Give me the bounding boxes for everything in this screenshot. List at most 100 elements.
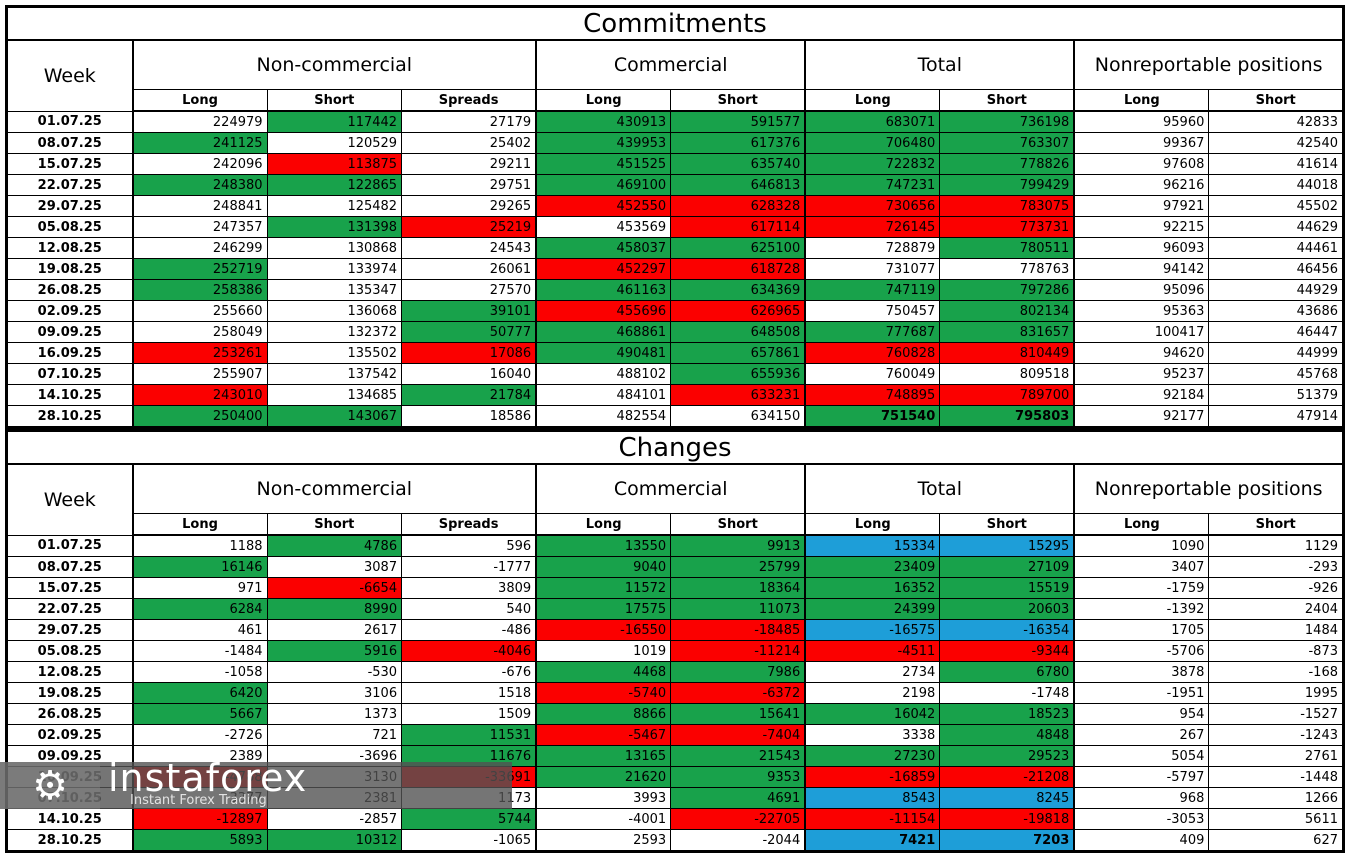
table-cell: 29523 <box>939 745 1075 767</box>
table-row: 29.07.25 248841 125482 29265 452550 628328 730… <box>6 195 1344 217</box>
table-cell: 15334 <box>804 534 941 557</box>
table-cell: 747119 <box>804 279 941 301</box>
table-cell: 39101 <box>401 300 537 322</box>
table-cell: 16040 <box>401 363 537 385</box>
week-cell: 14.10.25 <box>6 384 133 406</box>
table-cell: 954 <box>1073 703 1210 725</box>
week-column-header: Week <box>6 463 133 536</box>
table-cell: 540 <box>401 598 537 620</box>
week-cell: 29.07.25 <box>6 619 133 641</box>
week-cell: 02.09.25 <box>6 724 133 746</box>
table-cell: 721 <box>266 724 403 746</box>
table-cell: -12897 <box>131 808 268 830</box>
week-cell: 12.08.25 <box>6 661 133 683</box>
table-cell: 255660 <box>131 300 268 322</box>
table-row: 01.07.25 1188 4786 596 13550 9913 15334 15295 10… <box>6 534 1344 557</box>
table-cell: 26061 <box>401 258 537 280</box>
table-cell: -19818 <box>939 808 1075 830</box>
table-cell: 47914 <box>1208 405 1344 428</box>
group-header: Total <box>804 463 1075 514</box>
table-cell: 96093 <box>1073 237 1210 259</box>
table-cell: 591577 <box>670 110 806 133</box>
table-cell: 24399 <box>804 598 941 620</box>
table-cell: 27179 <box>401 110 537 133</box>
group-header: Commercial <box>535 39 806 90</box>
table-cell: 736198 <box>939 110 1075 133</box>
table-row: 02.09.25 255660 136068 39101 455696 626965 750… <box>6 300 1344 322</box>
sub-header: Short <box>266 89 403 112</box>
table-cell: 6284 <box>131 598 268 620</box>
table-cell: 760828 <box>804 342 941 364</box>
sub-header: Long <box>804 89 941 112</box>
table-cell: 100417 <box>1073 321 1210 343</box>
table-cell: 97608 <box>1073 153 1210 175</box>
table-cell: 2593 <box>535 829 672 852</box>
table-cell: 253261 <box>131 342 268 364</box>
table-cell: 780511 <box>939 237 1075 259</box>
table-row: 12.08.25 246299 130868 24543 458037 625100 728… <box>6 237 1344 259</box>
table-cell: 94620 <box>1073 342 1210 364</box>
table-cell: -9344 <box>939 640 1075 662</box>
table-cell: -1748 <box>939 682 1075 704</box>
table-row: 15.07.25 971 -6654 3809 11572 18364 16352 15519… <box>6 577 1344 599</box>
table-cell: 722832 <box>804 153 941 175</box>
table-cell: -1527 <box>1208 703 1344 725</box>
table-cell: 5054 <box>1073 745 1210 767</box>
table-cell: 778826 <box>939 153 1075 175</box>
week-cell: 14.10.25 <box>6 808 133 830</box>
table-cell: 136068 <box>266 300 403 322</box>
table-cell: 3878 <box>1073 661 1210 683</box>
table-cell: 44018 <box>1208 174 1344 196</box>
table-cell: 3338 <box>804 724 941 746</box>
table-cell: -1484 <box>131 640 268 662</box>
table-cell: 747231 <box>804 174 941 196</box>
table-cell: 17086 <box>401 342 537 364</box>
sub-header: Long <box>131 513 268 536</box>
table-cell: -18485 <box>670 619 806 641</box>
table-cell: -2726 <box>131 724 268 746</box>
table-cell: 452550 <box>535 195 672 217</box>
table-cell: 4786 <box>266 534 403 557</box>
table-cell: 113875 <box>266 153 403 175</box>
group-header: Nonreportable positions <box>1073 39 1345 90</box>
table-cell: 802134 <box>939 300 1075 322</box>
table-cell: 16042 <box>804 703 941 725</box>
week-cell: 12.08.25 <box>6 237 133 259</box>
table-cell: 490481 <box>535 342 672 364</box>
sub-header: Short <box>1208 89 1344 112</box>
table-cell: 42540 <box>1208 132 1344 154</box>
table-cell: 250400 <box>131 405 268 428</box>
table-cell: 43686 <box>1208 300 1344 322</box>
table-cell: -5467 <box>535 724 672 746</box>
table-cell: 799429 <box>939 174 1075 196</box>
table-cell: -530 <box>266 661 403 683</box>
sub-header: Long <box>535 513 672 536</box>
table-title: Changes <box>6 430 1344 465</box>
commitments-table: Commitments Week Non-commercial Commercial T… <box>5 5 1345 429</box>
table-cell: -1759 <box>1073 577 1210 599</box>
table-cell: -4046 <box>401 640 537 662</box>
table-cell: 46447 <box>1208 321 1344 343</box>
table-cell: 3106 <box>266 682 403 704</box>
table-cell: 97921 <box>1073 195 1210 217</box>
table-cell: 726145 <box>804 216 941 238</box>
table-row: 22.07.25 6284 8990 540 17575 11073 24399 20603-… <box>6 598 1344 620</box>
group-header: Non-commercial <box>131 463 537 514</box>
table-cell: 133974 <box>266 258 403 280</box>
sub-header: Short <box>670 89 806 112</box>
table-cell: 773731 <box>939 216 1075 238</box>
table-cell: 627 <box>1208 829 1344 852</box>
table-row: 08.07.25 241125 120529 25402 439953 617376 706… <box>6 132 1344 154</box>
table-cell: 15519 <box>939 577 1075 599</box>
changes-table-container: Changes Week Non-commercial Commercial Total… <box>5 429 1345 853</box>
table-cell: 8245 <box>939 787 1075 809</box>
table-cell: 5667 <box>131 703 268 725</box>
table-cell: 751540 <box>804 405 941 428</box>
table-row: 02.09.25 -2726 721 11531 -5467 -7404 3338 4848 2… <box>6 724 1344 746</box>
table-cell: 25219 <box>401 216 537 238</box>
week-cell: 02.09.25 <box>6 300 133 322</box>
table-cell: 617114 <box>670 216 806 238</box>
table-row: 01.07.25 224979 117442 27179 430913 591577 683… <box>6 110 1344 133</box>
table-cell: 20603 <box>939 598 1075 620</box>
table-row: 09.09.25 2389 -3696 11676 13165 21543 27230 295… <box>6 745 1344 767</box>
